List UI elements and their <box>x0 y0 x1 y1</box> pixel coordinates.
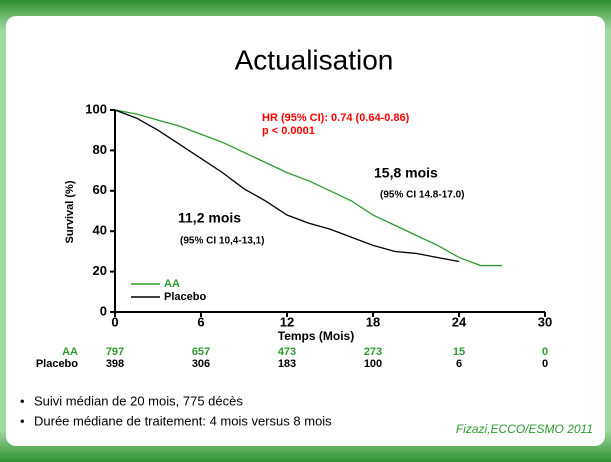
y-tick-label: 0 <box>100 303 107 318</box>
at-risk-value: 183 <box>278 358 296 370</box>
y-axis-label: Survival (%) <box>64 180 76 243</box>
at-risk-value: 797 <box>106 346 124 358</box>
at-risk-value: 0 <box>542 346 548 358</box>
at-risk-value: 306 <box>192 358 210 370</box>
annotation: (95% CI 10,4-13,1) <box>180 236 265 247</box>
annotation: HR (95% CI): 0.74 (0.64-0.86) <box>262 112 410 124</box>
at-risk-value: 15 <box>453 346 465 358</box>
y-tick-label: 80 <box>93 142 107 157</box>
at-risk-name: Placebo <box>36 358 78 370</box>
x-tick-label: 12 <box>280 314 294 329</box>
at-risk-value: 398 <box>106 358 124 370</box>
survival-curve <box>114 109 460 263</box>
at-risk-name: AA <box>62 346 78 358</box>
at-risk-value: 6 <box>456 358 462 370</box>
bullet-dot: • <box>20 393 25 408</box>
x-tick-label: 30 <box>538 314 552 329</box>
legend-label: Placebo <box>164 291 206 303</box>
citation: Fizazi,ECCO/ESMO 2011 <box>456 422 593 436</box>
y-tick-label: 40 <box>93 223 107 238</box>
annotation: p < 0.0001 <box>262 125 315 137</box>
slide-title: Actualisation <box>235 44 394 75</box>
x-axis-label: Temps (Mois) <box>278 329 354 343</box>
annotation: (95% CI 14.8-17.0) <box>380 190 465 201</box>
x-tick-label: 0 <box>111 314 118 329</box>
at-risk-value: 100 <box>364 358 382 370</box>
x-tick-label: 6 <box>197 314 204 329</box>
x-tick-label: 24 <box>452 314 467 329</box>
bullet-text: Suivi médian de 20 mois, 775 décès <box>34 393 243 408</box>
y-tick-label: 60 <box>93 182 107 197</box>
annotation: 15,8 mois <box>374 165 438 181</box>
y-tick-label: 20 <box>93 263 107 278</box>
slide <box>6 16 605 446</box>
survival-curve <box>114 109 502 267</box>
y-tick-label: 100 <box>85 101 107 116</box>
annotation: 11,2 mois <box>178 210 241 226</box>
at-risk-value: 473 <box>278 346 296 358</box>
at-risk-value: 657 <box>192 346 210 358</box>
at-risk-value: 273 <box>364 346 382 358</box>
x-tick-label: 18 <box>366 314 380 329</box>
bullet-dot: • <box>20 413 25 428</box>
bullet-text: Durée médiane de traitement: 4 mois vers… <box>34 413 332 428</box>
at-risk-value: 0 <box>542 358 548 370</box>
legend-label: AA <box>164 278 180 290</box>
